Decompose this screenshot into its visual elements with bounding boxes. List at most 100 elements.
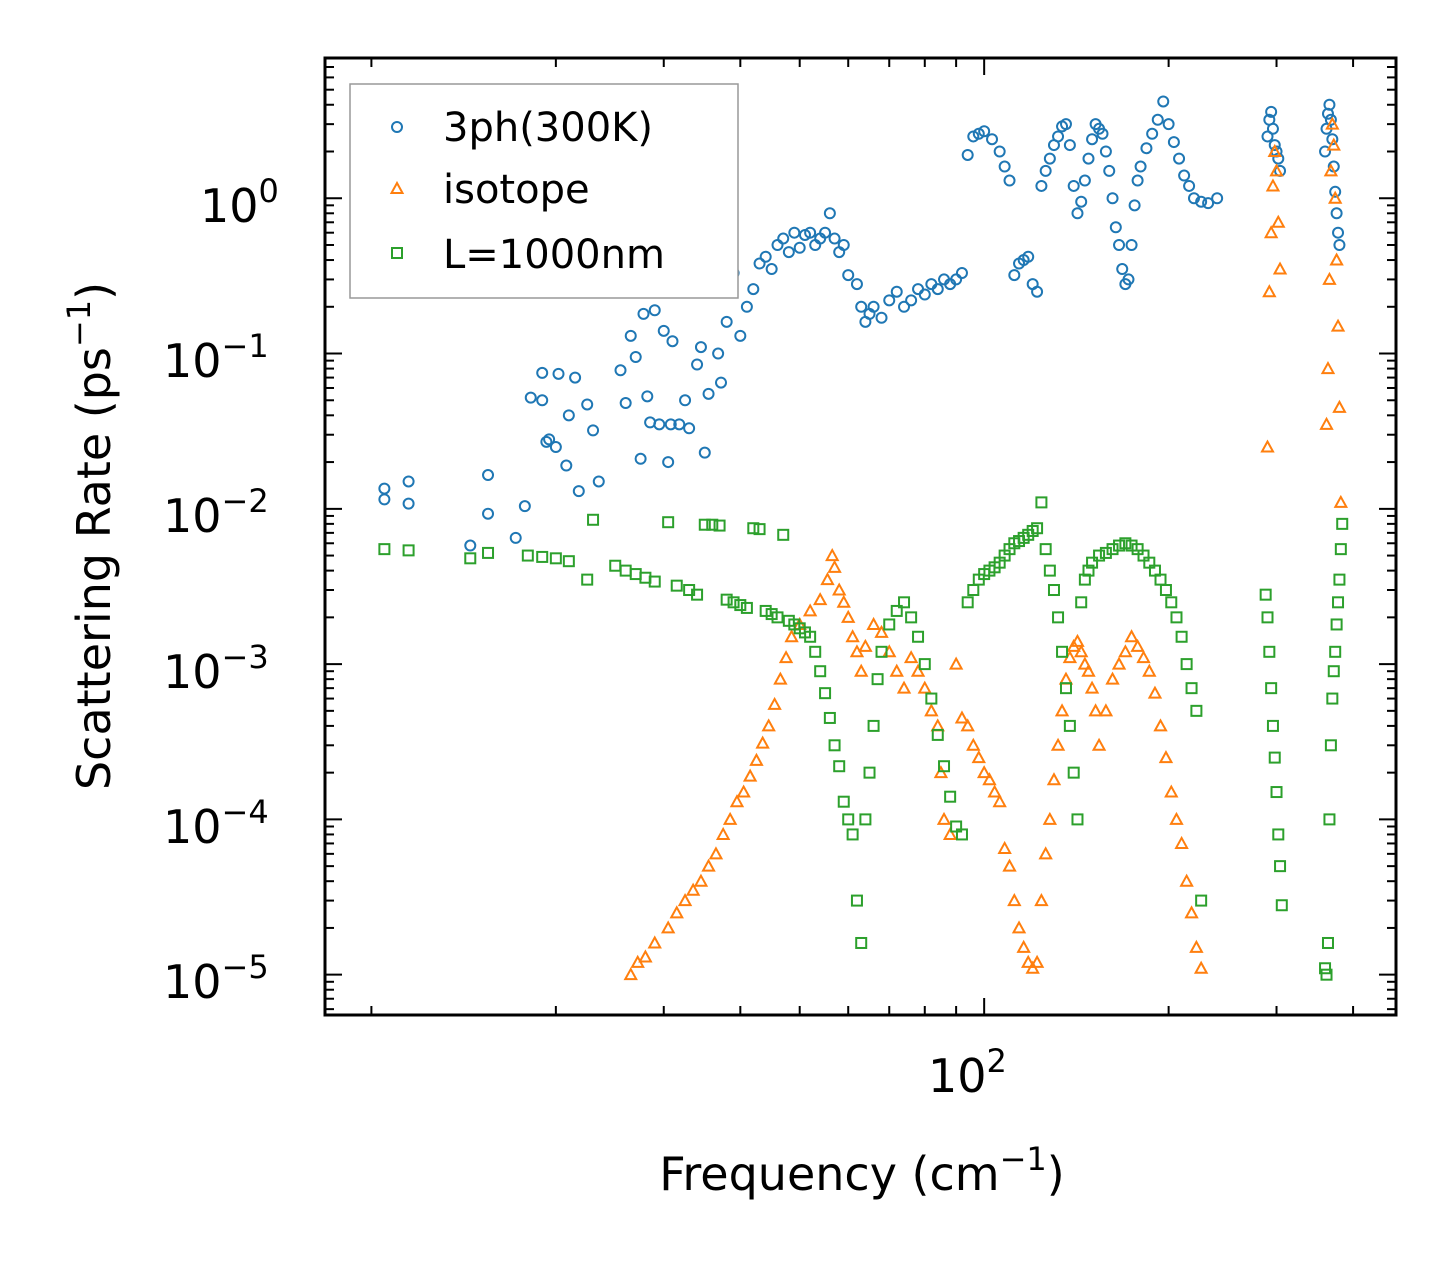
data-point [918,658,931,671]
data-point [1122,273,1135,286]
data-point [1320,968,1333,981]
data-point [1185,682,1198,695]
data-point [1052,130,1065,143]
data-point [1111,656,1127,670]
data-point [1326,137,1341,151]
data-point [713,519,726,532]
data-point [1106,543,1119,556]
data-point [1323,813,1336,826]
data-point [1330,618,1343,631]
data-point [1174,835,1189,849]
data-point [1272,261,1288,275]
data-point [536,366,549,379]
data-point [1333,573,1346,586]
data-point [464,539,477,552]
data-point [1116,263,1129,276]
data-point [1039,164,1052,177]
data-point [1263,645,1276,658]
data-point [740,300,753,313]
data-point [1329,645,1342,658]
data-point [1265,178,1281,192]
data-point [1175,630,1188,643]
data-point [936,811,952,825]
data-point [802,603,818,617]
data-point [536,394,549,407]
data-point [809,645,822,658]
data-point [961,596,974,609]
data-point [1142,663,1157,677]
data-point [898,300,911,313]
data-point [747,522,760,535]
data-point [679,394,692,407]
data-point [855,300,868,313]
data-point [1323,163,1339,177]
data-point [841,609,856,623]
data-point [850,894,863,907]
data-point [482,469,495,482]
data-point [670,579,683,592]
data-point [1164,784,1179,798]
data-point [660,920,676,934]
data-point [771,611,784,624]
legend-label-3ph: 3ph(300K) [443,105,653,151]
data-point [648,575,661,588]
data-point [837,238,850,251]
data-point [1261,611,1274,624]
data-point [1195,195,1208,208]
data-point [1321,936,1334,949]
data-point [1130,638,1145,652]
data-point [1323,98,1336,111]
data-point [1003,174,1016,187]
data-point [1035,496,1048,509]
data-point [693,873,709,887]
data-point [842,813,855,826]
data-point [1158,750,1174,764]
data-point [482,507,495,520]
data-point [998,160,1011,173]
data-point [536,550,549,563]
data-point [1146,127,1159,140]
data-point [647,935,662,949]
data-point [898,596,911,609]
data-point [691,588,704,601]
data-point [788,226,801,239]
data-point [1319,416,1334,430]
data-point [549,441,562,454]
data-point [1046,772,1062,786]
data-point [1059,682,1072,695]
data-point [543,433,556,446]
data-point [712,347,725,360]
data-point [1329,252,1344,266]
data-point [992,794,1007,808]
data-point [720,593,733,606]
y-tick-label-1e-2: 10−2 [163,482,269,543]
data-point [662,516,675,529]
data-point [402,475,415,488]
data-point [664,418,677,431]
data-point [782,246,795,259]
data-point [1151,113,1164,126]
data-point [666,335,679,348]
data-point [482,546,495,559]
data-point [1029,954,1045,968]
data-point [1063,719,1076,732]
data-point [581,573,594,586]
data-point [819,226,832,239]
data-point [832,582,847,596]
data-point [662,456,675,469]
data-point [1067,766,1080,779]
data-point [1086,133,1099,146]
data-point [755,735,770,749]
data-point [1031,522,1044,535]
data-point [1008,269,1021,282]
data-point [1070,633,1085,647]
data-point [1096,127,1109,140]
data-point [842,269,855,282]
data-point [629,350,642,363]
data-point [749,752,764,766]
data-point [1190,704,1203,717]
data-point [614,364,627,377]
data-point [691,358,704,371]
data-point [777,528,790,541]
